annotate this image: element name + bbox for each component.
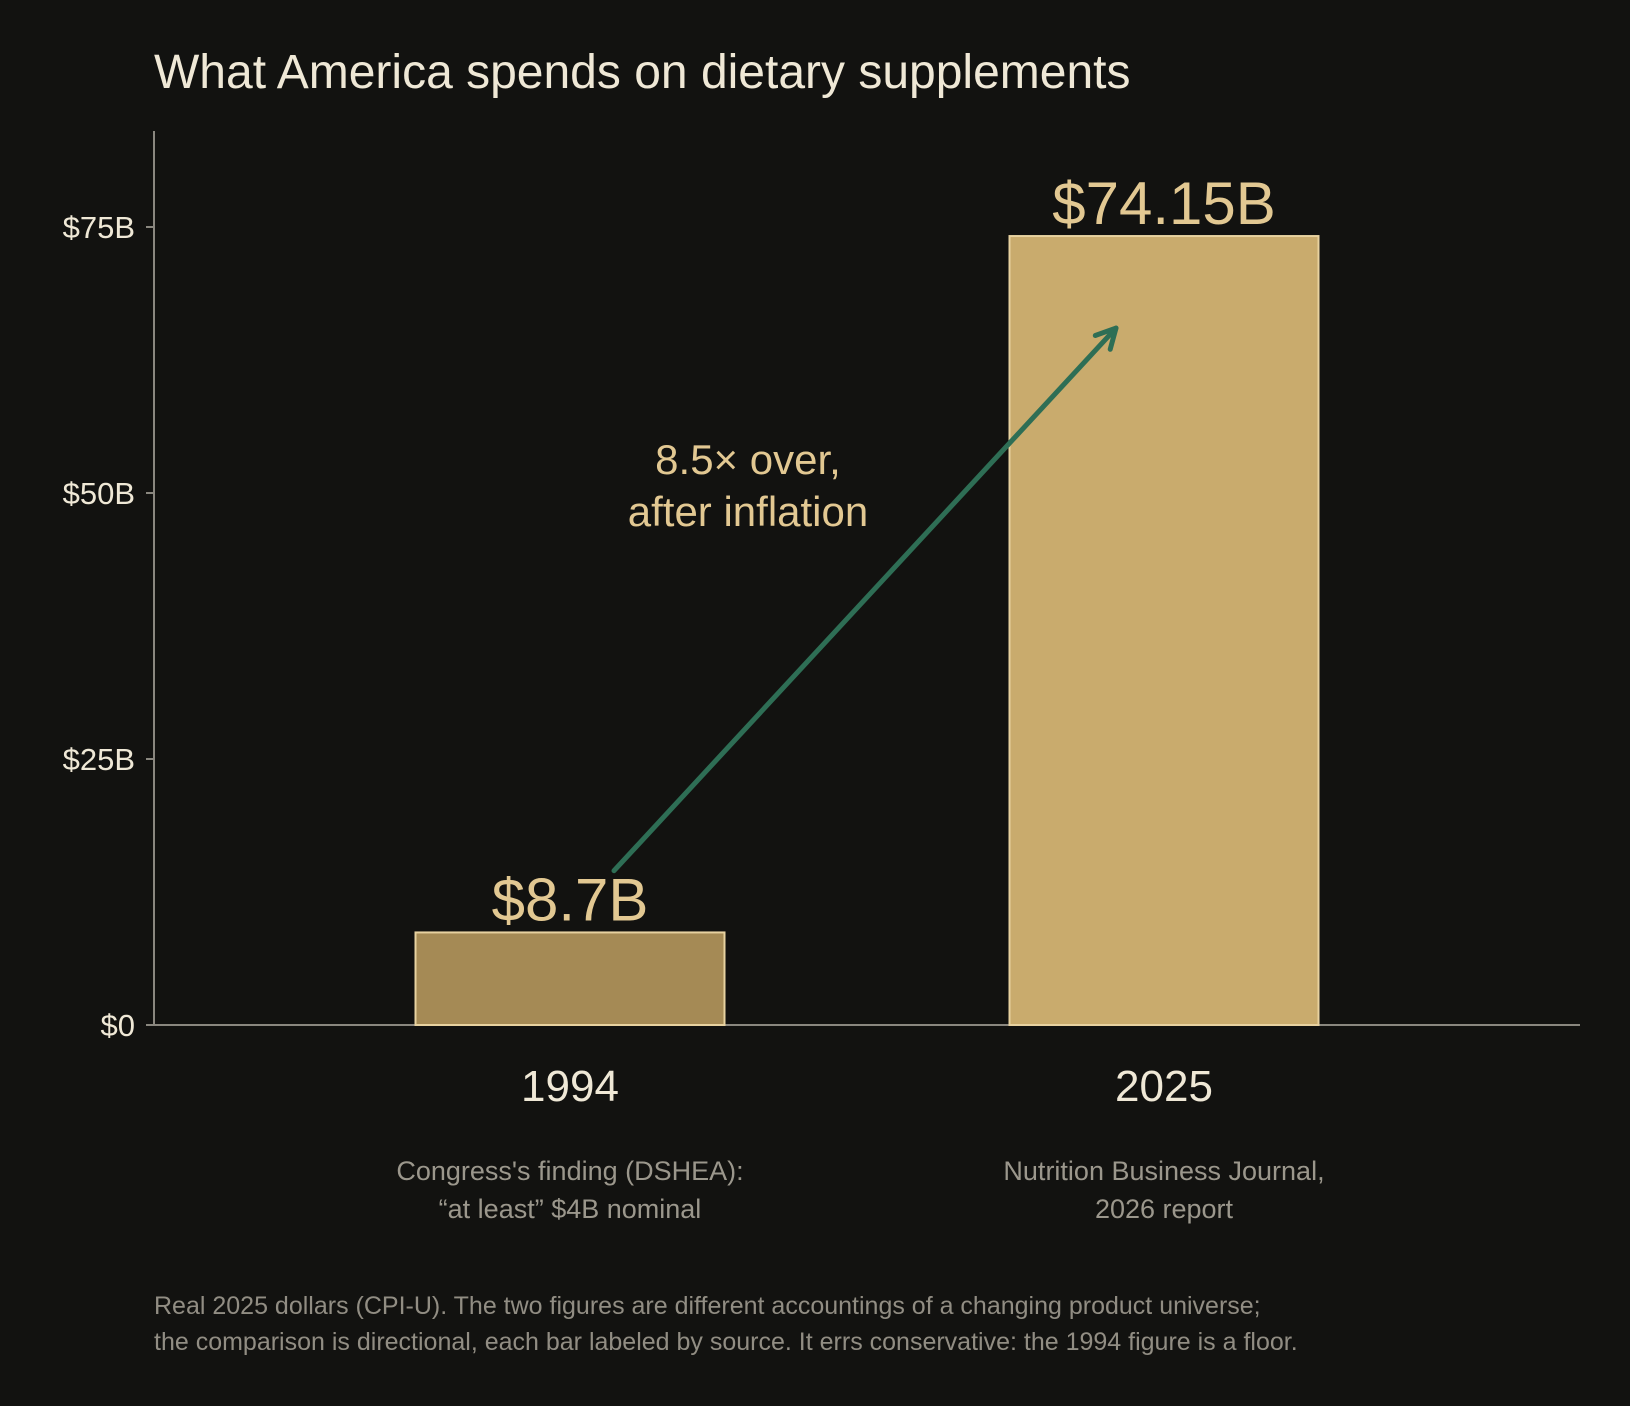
y-tick-label: $50B [63,476,135,511]
category-label-2025: 2025 [1115,1062,1213,1111]
growth-arrow [611,325,1119,874]
growth-arrow-head [1092,325,1119,352]
bar-1994 [414,931,726,1027]
footnote-line-1: Real 2025 dollars (CPI-U). The two figur… [154,1292,1261,1320]
bars-group: $8.7B $74.15B [414,170,1320,1027]
source-note-1994: Congress's finding (DSHEA): [396,1156,743,1186]
source-note-2025: Nutrition Business Journal, [1003,1156,1324,1186]
x-axis-categories: 1994 2025 [521,1062,1213,1111]
source-note-2025: 2026 report [1095,1194,1234,1224]
y-tick-label: $25B [63,742,135,777]
y-tick-label: $75B [63,210,135,245]
bar-2025 [1008,235,1320,1026]
source-notes: Congress's finding (DSHEA): “at least” $4… [396,1156,1324,1224]
y-axis-ticks: $0 $25B $50B $75B [63,210,154,1043]
annotation-line-1: 8.5× over, [655,436,841,483]
source-note-1994: “at least” $4B nominal [439,1194,702,1224]
value-label-1994: $8.7B [492,866,649,933]
y-tick-label: $0 [101,1008,135,1043]
category-label-1994: 1994 [521,1062,619,1111]
footnote-line-2: the comparison is directional, each bar … [154,1328,1298,1356]
value-label-2025: $74.15B [1052,170,1276,237]
annotation-line-2: after inflation [628,488,868,535]
growth-annotation: 8.5× over, after inflation [611,325,1119,874]
chart-title: What America spends on dietary supplemen… [154,46,1131,99]
